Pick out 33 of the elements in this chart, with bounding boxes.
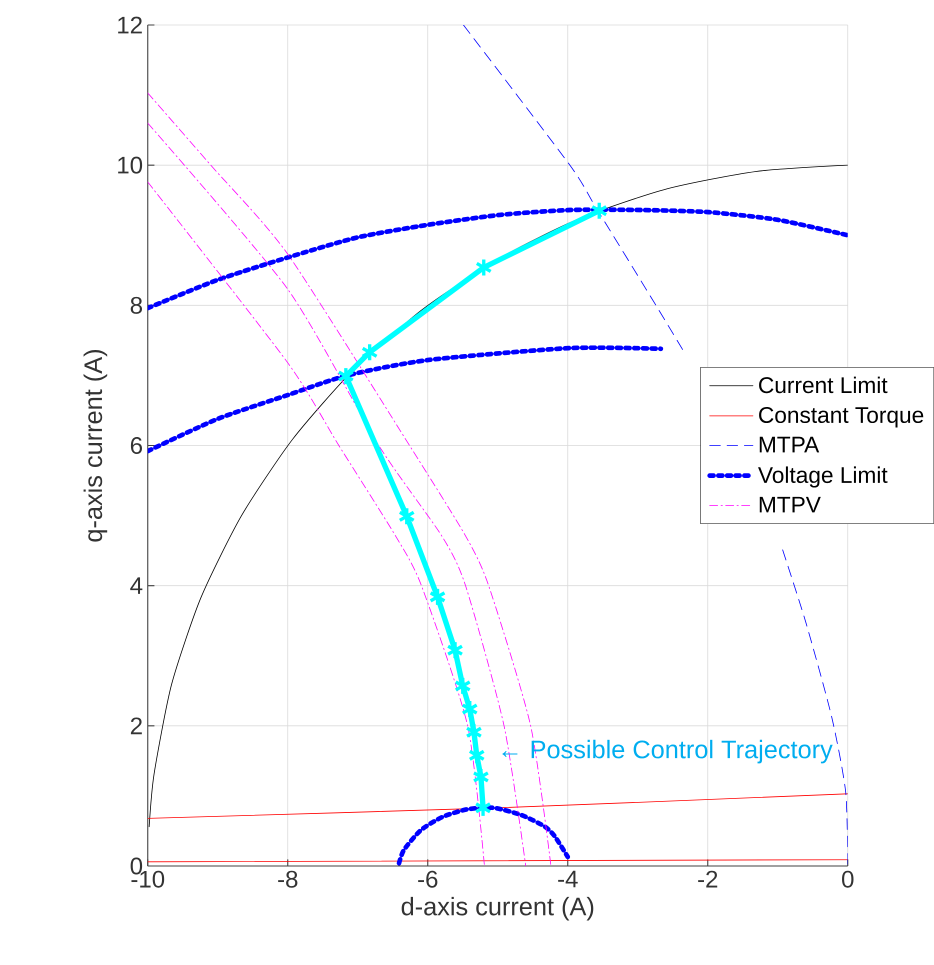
x-axis-title: d-axis current (A) [402, 896, 594, 920]
legend-label: MTPA [760, 436, 820, 452]
x-tick-label: -4 [558, 870, 578, 888]
legend-label: Constant Torque [759, 406, 924, 428]
legend-label: Voltage Limit [758, 466, 888, 488]
y-tick-label: 2 [130, 717, 142, 734]
point [454, 676, 472, 696]
line-series [148, 345, 664, 454]
x-tick-label: 0 [842, 870, 854, 888]
point [337, 366, 355, 386]
x-tick-label: -2 [698, 870, 718, 888]
legend-label: Current Limit [759, 376, 888, 394]
point [446, 640, 464, 660]
y-tick-label: 12 [118, 16, 142, 34]
y-tick-label: 6 [130, 436, 142, 454]
x-tick-label: -6 [418, 870, 438, 888]
point [398, 506, 416, 526]
legend-label: MTPV [760, 496, 821, 512]
y-tick-label: 10 [118, 156, 142, 174]
point [590, 201, 608, 220]
line-series [148, 182, 485, 866]
point [465, 722, 483, 742]
y-axis-title: q-axis current (A) [84, 350, 108, 542]
point [429, 587, 446, 607]
y-tick-label: 8 [130, 296, 142, 314]
line-series [148, 207, 848, 310]
point [468, 746, 486, 765]
point [361, 342, 378, 362]
x-tick-label: -8 [278, 870, 298, 888]
point [475, 258, 492, 278]
y-tick-label: 4 [130, 577, 142, 594]
line-series [396, 805, 570, 866]
point [461, 699, 478, 719]
